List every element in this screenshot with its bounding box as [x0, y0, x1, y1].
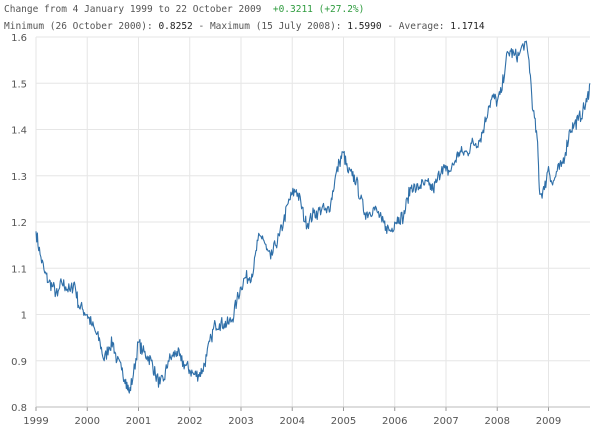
average-label: - Average:	[387, 21, 445, 32]
maximum-label: - Maximum (15 July 2008):	[198, 21, 342, 32]
change-period-text: Change from 4 January 1999 to 22 October…	[4, 4, 262, 15]
y-tick-label: 1.1	[11, 264, 27, 275]
x-tick-label: 2001	[126, 416, 151, 427]
minimum-label: Minimum (26 October 2000):	[4, 21, 153, 32]
x-tick-label: 2009	[536, 416, 561, 427]
change-value: +0.3211 (+27.2%)	[272, 4, 365, 15]
y-tick-label: 1.2	[11, 218, 27, 229]
series-line	[35, 40, 591, 394]
x-tick-label: 2007	[433, 416, 458, 427]
x-tick-label: 2003	[228, 416, 253, 427]
x-tick-label: 2008	[485, 416, 510, 427]
x-tick-label: 2005	[331, 416, 356, 427]
x-tick-label: 1999	[23, 416, 48, 427]
y-tick-label: 1.4	[11, 126, 27, 137]
y-tick-label: 1.3	[11, 172, 27, 183]
stats-summary: Minimum (26 October 2000): 0.8252 - Maxi…	[4, 21, 485, 33]
y-tick-label: 0.9	[11, 357, 27, 368]
minimum-value: 0.8252	[158, 21, 193, 32]
change-summary: Change from 4 January 1999 to 22 October…	[4, 4, 364, 16]
x-tick-label: 2000	[75, 416, 100, 427]
x-tick-label: 2002	[177, 416, 202, 427]
y-tick-label: 1.5	[11, 79, 27, 90]
x-tick-label: 2004	[280, 416, 305, 427]
x-tick-label: 2006	[382, 416, 407, 427]
maximum-value: 1.5990	[347, 21, 382, 32]
y-tick-label: 1.6	[11, 33, 27, 44]
y-tick-label: 0.8	[11, 403, 27, 414]
average-value: 1.1714	[450, 21, 485, 32]
y-tick-label: 1	[21, 311, 27, 322]
